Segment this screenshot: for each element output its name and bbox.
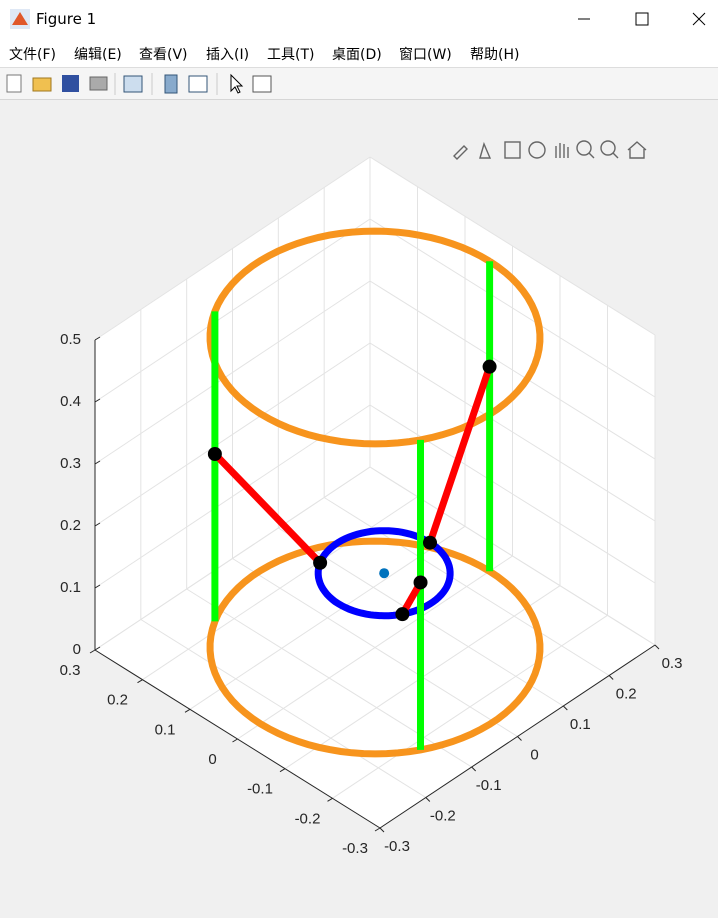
x-tick [425,797,431,802]
z-tick-label: 0.2 [60,517,81,534]
marker [313,555,328,570]
z-tick-label: 0 [73,641,81,658]
z-tick [94,460,101,465]
z-tick [94,336,101,341]
title-bar: Figure 1 [0,0,718,38]
y-tick [279,768,286,773]
y-tick [374,827,381,832]
z-tick [94,522,101,527]
y-tick-label: 0.3 [60,662,81,679]
ring [314,527,454,620]
x-tick [608,675,614,680]
window-title: Figure 1 [36,10,97,28]
y-tick-label: -0.3 [342,840,368,857]
y-tick [184,708,191,713]
grid-line [369,280,656,460]
z-tick [94,584,101,589]
app-icon [10,9,30,29]
x-tick-label: -0.1 [476,777,502,794]
ring [206,227,544,448]
menu-item[interactable]: 查看(V) [139,47,188,63]
x-tick-label: 0 [530,746,538,763]
y-tick-label: 0.1 [155,721,176,738]
grid-line [369,342,656,522]
x-tick [379,827,385,833]
x-tick-label: -0.3 [384,838,410,855]
axes-toolbar[interactable] [448,136,648,166]
x-tick [517,736,522,741]
grid-line [94,466,371,651]
grid-line [369,404,656,584]
z-tick-label: 0.5 [60,331,81,348]
y-tick [89,649,96,654]
y-tick-label: 0 [208,751,216,768]
menu-item[interactable]: 工具(T) [267,47,315,63]
z-tick [94,646,101,651]
grid-line [94,342,371,527]
marker [482,359,497,374]
marker [423,535,437,550]
menu-item[interactable]: 编辑(E) [74,47,122,63]
y-tick-label: -0.2 [295,810,321,827]
y-tick-label: -0.1 [247,781,273,798]
menu-item[interactable]: 窗口(W) [399,47,452,63]
x-tick-label: 0.1 [570,716,591,733]
y-tick [327,797,333,802]
grid-line [94,218,371,403]
grid-line [142,496,418,681]
menu-bar: 文件(F) 编辑(E) 查看(V) 插入(I) 工具(T) 桌面(D) 窗口(W… [0,38,718,67]
z-tick-label: 0.3 [60,455,81,472]
x-tick-label: 0.3 [662,655,683,672]
grid-line [369,218,656,398]
x-tick [471,766,477,772]
z-tick-label: 0.1 [60,579,81,596]
grid-line [94,156,371,341]
grid-line [94,280,371,465]
point [379,568,390,579]
x-tick-label: -0.2 [430,807,456,824]
segment [212,451,323,566]
marker [413,575,428,590]
grid-line [237,555,513,740]
menu-item[interactable]: 文件(F) [9,47,56,63]
grid-line [369,156,656,336]
marker [207,446,222,461]
z-tick-label: 0.4 [60,393,81,410]
segment [426,365,493,544]
x-tick [654,644,660,650]
x-tick [562,705,568,711]
menu-item[interactable]: 插入(I) [206,47,250,63]
window-buttons[interactable] [558,0,718,38]
y-tick [232,738,238,743]
y-tick [137,679,143,684]
y-tick-label: 0.2 [107,692,128,709]
toolbar [0,67,718,100]
z-tick [94,398,101,403]
menu-item[interactable]: 桌面(D) [332,47,382,63]
marker [395,607,410,622]
grid-line [332,614,608,799]
x-tick-label: 0.2 [616,685,637,702]
toolbar-icons[interactable] [0,68,300,99]
menu-item[interactable]: 帮助(H) [470,47,520,63]
